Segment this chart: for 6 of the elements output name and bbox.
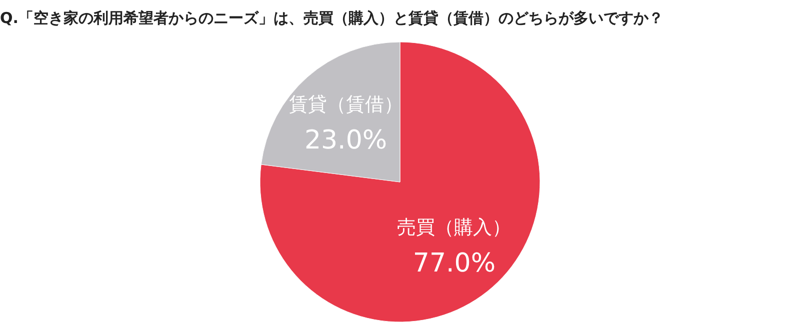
data-label: 23.0%: [304, 125, 388, 156]
data-label: 77.0%: [412, 248, 496, 279]
slice-label: 賃貸（賃借）: [288, 93, 403, 116]
chart-title: Q.「空き家の利用希望者からのニーズ」は、売買（購入）と賃貸（賃借）のどちらが多いですか？: [0, 9, 664, 27]
slice-label: 売買（購入）: [397, 216, 512, 239]
pie-slice: [260, 42, 540, 322]
